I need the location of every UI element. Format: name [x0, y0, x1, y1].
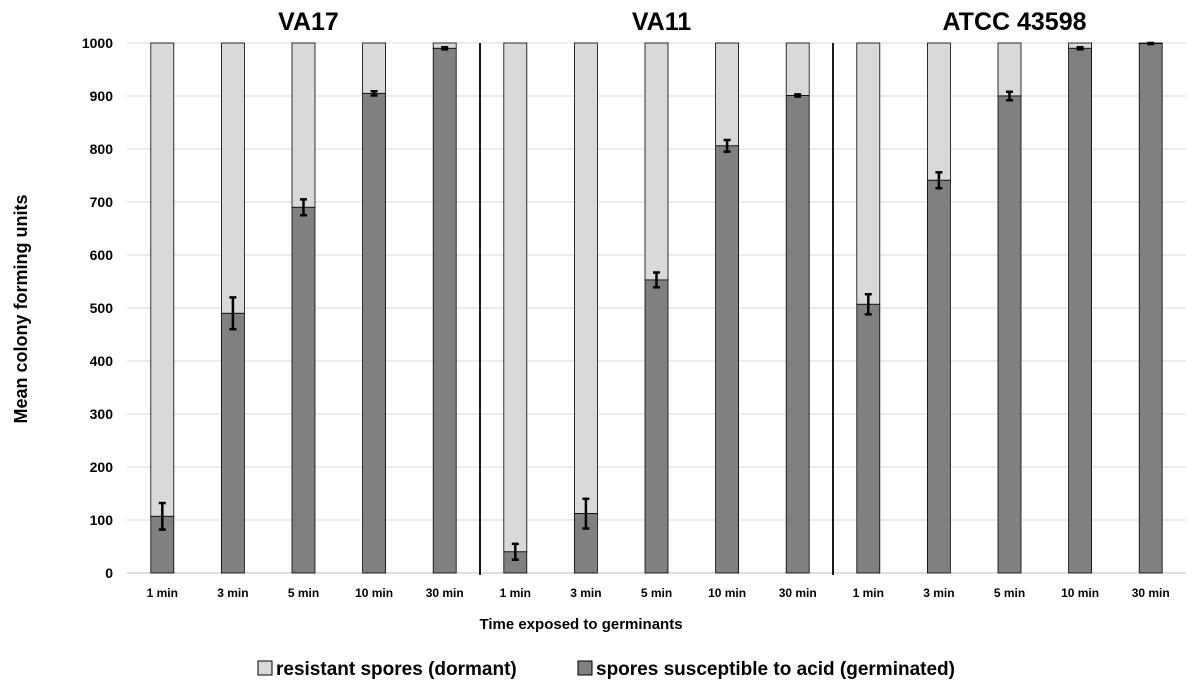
x-tick-label: 10 min	[708, 586, 746, 600]
bar-dormant	[220, 42, 245, 314]
x-tick-label: 10 min	[1061, 586, 1099, 600]
x-tick-label: 1 min	[147, 586, 178, 600]
y-tick-label: 300	[90, 406, 114, 422]
y-tick-label: 400	[90, 353, 114, 369]
y-tick-label: 500	[90, 300, 114, 316]
x-tick-label: 3 min	[217, 586, 248, 600]
bar-dormant	[574, 42, 598, 515]
y-tick-label: 700	[90, 194, 114, 210]
x-tick-label: 30 min	[1132, 586, 1170, 600]
bar-dormant	[503, 42, 528, 553]
bar-germinated	[432, 47, 457, 574]
bar-dormant	[856, 42, 881, 305]
panel-title: VA11	[632, 8, 691, 36]
bar-germinated	[997, 95, 1022, 574]
y-tick-label: 1000	[82, 35, 113, 51]
bar-germinated	[785, 95, 810, 574]
y-axis-title: Mean colony forming units	[11, 194, 31, 423]
x-tick-label: 3 min	[570, 586, 601, 600]
bar-dormant	[362, 42, 387, 94]
bar-germinated	[856, 303, 881, 574]
bar-germinated	[1138, 43, 1163, 574]
y-tick-label: 600	[90, 247, 114, 263]
bar-germinated	[220, 312, 245, 574]
legend-swatch	[257, 660, 273, 676]
legend-label: spores susceptible to acid (germinated)	[596, 659, 955, 680]
y-tick-label: 200	[90, 459, 114, 475]
x-tick-label: 30 min	[779, 586, 817, 600]
x-tick-label: 5 min	[641, 586, 672, 600]
bar-dormant	[150, 42, 175, 517]
y-tick-label: 0	[105, 565, 113, 581]
bar-dormant	[927, 42, 951, 181]
x-tick-label: 30 min	[426, 586, 464, 600]
legend-swatch	[577, 660, 593, 676]
x-tick-label: 5 min	[288, 586, 319, 600]
legend-label: resistant spores (dormant)	[276, 659, 517, 680]
bar-dormant	[785, 42, 810, 96]
bar-germinated	[291, 206, 316, 574]
x-tick-label: 1 min	[500, 586, 531, 600]
panel-title: VA17	[278, 8, 339, 36]
bar-germinated	[715, 145, 739, 574]
panel-title: ATCC 43598	[942, 8, 1086, 36]
bar-dormant	[644, 42, 669, 281]
x-tick-label: 3 min	[923, 586, 954, 600]
bar-germinated	[644, 279, 669, 574]
y-tick-label: 800	[90, 141, 114, 157]
bar-germinated	[927, 179, 951, 574]
y-tick-label: 900	[90, 88, 114, 104]
x-tick-label: 5 min	[994, 586, 1025, 600]
bar-germinated	[1068, 47, 1092, 574]
bar-dormant	[997, 42, 1022, 97]
bar-dormant	[291, 42, 316, 208]
y-tick-label: 100	[90, 512, 114, 528]
x-axis-title: Time exposed to germinants	[479, 616, 682, 633]
x-tick-label: 1 min	[853, 586, 884, 600]
bar-dormant	[715, 42, 739, 147]
x-tick-label: 10 min	[355, 586, 393, 600]
bar-germinated	[362, 92, 387, 574]
